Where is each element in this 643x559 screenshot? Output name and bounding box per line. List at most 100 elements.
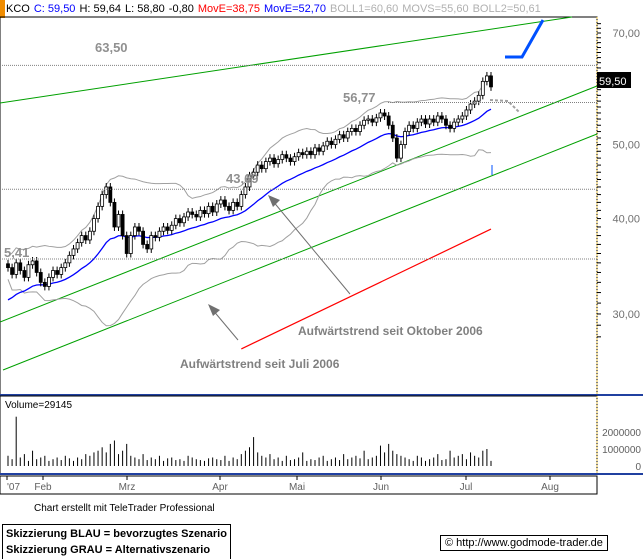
x-tick-label: Jun — [373, 482, 389, 493]
move1-value: MovE=38,75 — [197, 3, 260, 15]
candle — [333, 138, 338, 145]
candle — [141, 230, 145, 245]
candle — [259, 164, 264, 170]
candle — [22, 270, 27, 278]
candle — [198, 209, 203, 218]
candle — [75, 242, 80, 250]
candle — [403, 131, 407, 145]
candle — [128, 235, 133, 254]
candle — [71, 248, 76, 256]
candle — [255, 164, 260, 173]
candle — [202, 209, 207, 215]
candle — [296, 152, 301, 158]
candle — [321, 145, 326, 152]
candle — [280, 154, 285, 160]
candle — [210, 205, 215, 213]
candle — [14, 262, 19, 275]
scenario-gray-line — [489, 99, 521, 114]
candle — [444, 118, 448, 126]
channel-upper-line — [0, 16, 573, 104]
candle — [243, 186, 248, 195]
candle — [145, 244, 150, 250]
candle — [206, 205, 211, 215]
annotation-juli: Aufwärtstrend seit Juli 2006 — [180, 357, 340, 371]
candle — [378, 112, 383, 119]
candle — [108, 186, 113, 203]
candle — [308, 150, 313, 156]
moving-average-red-line — [241, 228, 492, 350]
candle — [407, 124, 412, 132]
candle — [182, 216, 186, 224]
low-value: L: 58,80 — [125, 3, 165, 15]
volume-tick: 0 — [635, 462, 641, 473]
candle — [6, 263, 10, 269]
candle — [300, 152, 305, 156]
x-tick-label: Aug — [541, 482, 559, 493]
candle — [178, 218, 182, 224]
candle — [34, 260, 39, 273]
candle — [468, 103, 473, 111]
candle — [390, 124, 395, 139]
candle — [317, 147, 321, 152]
candle — [112, 201, 117, 228]
candle — [272, 157, 276, 165]
y-tick-label: 70,00 — [612, 28, 640, 40]
candle — [313, 147, 317, 156]
candle — [51, 270, 55, 278]
scenario-blue-line — [505, 19, 545, 59]
price-panel-frame — [0, 16, 598, 396]
move2-value: MovE=52,70 — [263, 3, 327, 15]
candle — [268, 157, 272, 162]
candle — [190, 211, 195, 215]
x-axis-frame — [0, 475, 598, 495]
candle — [116, 214, 121, 228]
candle — [218, 199, 223, 205]
candle — [448, 124, 452, 129]
volume-tick: 2000000 — [602, 428, 641, 439]
candle — [92, 218, 96, 232]
level-label: 5,41 — [4, 245, 29, 260]
candle — [30, 260, 35, 266]
copyright-link[interactable]: © http://www.godmode-trader.de — [440, 535, 608, 551]
candle — [276, 159, 281, 165]
change-value: -0,80 — [168, 3, 194, 15]
symbol: KCO — [6, 3, 30, 15]
candle — [26, 264, 31, 278]
candle — [435, 115, 440, 123]
candle — [366, 118, 371, 121]
annotation-arrow-juli — [211, 308, 239, 341]
candle — [132, 226, 137, 236]
candle — [419, 118, 424, 123]
candle — [165, 226, 170, 231]
candle — [47, 276, 51, 287]
close-value: C: 59,50 — [33, 3, 76, 15]
candle — [337, 134, 342, 140]
candle — [394, 137, 399, 159]
credit-text: Chart erstellt mit TeleTrader Profession… — [34, 503, 215, 514]
chart-header: KCO C: 59,50 H: 59,64 L: 58,80 -0,80 MovE=38,… — [0, 0, 643, 18]
x-tick-label: Mai — [289, 482, 305, 493]
candle — [194, 214, 199, 218]
legend-blue: Skizzierung BLAU = bevorzugtes Szenario — [6, 528, 227, 540]
x-tick-label: Feb — [34, 482, 52, 493]
candle — [173, 218, 178, 226]
candle — [431, 118, 436, 123]
candle — [137, 226, 141, 232]
candle — [87, 230, 92, 241]
candle — [329, 140, 334, 145]
last-price-badge — [597, 72, 631, 88]
candle — [157, 230, 162, 238]
y-tick-label: 40,00 — [612, 214, 640, 226]
candle — [362, 119, 367, 126]
candle — [18, 262, 23, 271]
level-label: 56,77 — [343, 90, 376, 105]
candle — [96, 205, 100, 219]
trend-channel — [0, 16, 598, 371]
candle — [345, 131, 350, 139]
candle — [439, 115, 444, 120]
candle — [464, 109, 469, 117]
candle — [42, 281, 47, 287]
annotation-oktober: Aufwärtstrend seit Oktober 2006 — [298, 324, 483, 338]
candle — [399, 144, 403, 159]
candle — [149, 235, 154, 250]
